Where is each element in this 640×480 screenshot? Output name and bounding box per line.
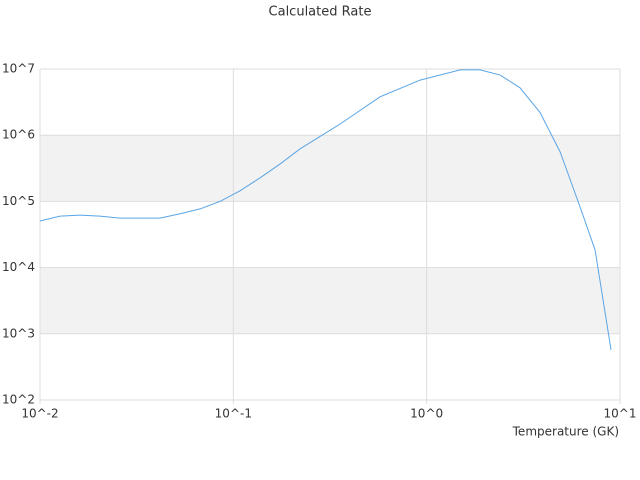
y-tick-label: 10^3 — [2, 326, 35, 340]
line-series — [39, 69, 612, 351]
y-tick-label: 10^2 — [2, 393, 35, 407]
chart-title: Calculated Rate — [269, 5, 372, 20]
x-tick-label: 10^-2 — [21, 407, 58, 421]
x-axis-label: Temperature (GK) — [512, 425, 619, 439]
y-tick-label: 10^5 — [2, 194, 35, 208]
grid-band — [40, 135, 620, 202]
x-tick-label: 10^0 — [410, 407, 443, 421]
y-tick-label: 10^4 — [2, 260, 35, 274]
grid — [40, 68, 620, 401]
grid-band — [40, 267, 620, 334]
y-tick-label: 10^6 — [2, 128, 35, 142]
x-tick-label: 10^-1 — [215, 407, 252, 421]
x-tick-label: 10^1 — [604, 407, 637, 421]
y-tick-label: 10^7 — [2, 62, 35, 76]
